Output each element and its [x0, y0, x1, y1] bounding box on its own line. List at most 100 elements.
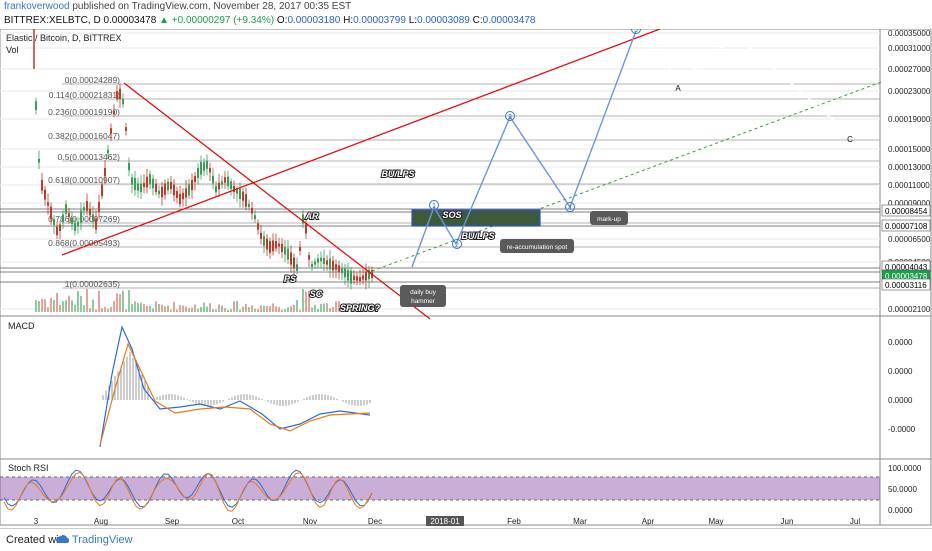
candle-body [269, 241, 271, 253]
chart-legend-vol: Vol [6, 45, 19, 55]
y-tick-8: 0.00009000 [888, 199, 931, 208]
candle-body [80, 210, 82, 223]
candle-body [62, 214, 64, 223]
x-tick-8: Mar [573, 517, 587, 526]
volume-bar [275, 306, 277, 312]
volume-bar [59, 304, 61, 312]
price-tag-bg-0 [881, 204, 931, 217]
volume-bar [326, 303, 328, 312]
volume-bar [332, 306, 334, 312]
low-label: L: [408, 15, 418, 26]
macd-label: MACD [8, 321, 35, 331]
x-tick-0: 3 [34, 517, 39, 526]
y-tick-0: 0.00035000 [888, 29, 931, 38]
stoch-band [0, 477, 880, 500]
annotation-2: SOS [442, 210, 461, 220]
macd-tick-0: 0.0000 [888, 338, 913, 347]
tradingview-brand[interactable]: TradingView [72, 534, 133, 546]
author-link[interactable]: frankoverwood [4, 1, 70, 12]
low-value: 0.00003089 [417, 15, 470, 26]
volume-bar [287, 307, 289, 312]
price-tag-2: 0.00004043 [885, 263, 928, 272]
candle-body [221, 181, 223, 185]
volume-bar [191, 307, 193, 312]
candle-body [365, 271, 367, 281]
volume-bar [77, 291, 79, 312]
volume-bar [317, 309, 319, 312]
created-with-label: Created with [6, 534, 68, 546]
price-tag-4: 0.00003116 [885, 281, 927, 290]
candle-body [68, 213, 70, 217]
open-value: 0.00003180 [287, 15, 341, 26]
candle-body [293, 257, 295, 269]
open-label: O: [276, 15, 288, 26]
candle-body [35, 101, 37, 110]
volume-bar [224, 308, 226, 312]
chart-frame [0, 29, 932, 526]
candle-body [236, 189, 238, 194]
callout-bg-2 [590, 211, 628, 225]
candle-body [188, 184, 190, 196]
candle-body [95, 218, 97, 230]
candle-body [134, 177, 136, 191]
wave-marker-4 [631, 29, 641, 34]
volume-bar [170, 309, 172, 312]
volume-bar [104, 306, 106, 312]
candle-body [101, 184, 103, 196]
candle-body [116, 90, 118, 99]
x-tick-bg [426, 516, 464, 526]
wave-label-2: 3 [508, 114, 512, 121]
volume-bar [65, 300, 67, 312]
volume-bar [353, 307, 355, 312]
volume-bar [365, 306, 367, 312]
candle-body [338, 265, 340, 272]
y-tick-9: 0.00006500 [888, 235, 931, 244]
volume-bar [182, 305, 184, 312]
volume-bar [314, 304, 316, 312]
volume-bar [362, 305, 364, 312]
callout-bg-0 [400, 285, 446, 307]
volume-bar [56, 292, 58, 312]
fib-label-4: 0.5(0.00013462) [58, 152, 121, 162]
price-tag-0: 0.00008454 [885, 207, 928, 216]
change-up-icon: ▲ [159, 15, 169, 26]
candle-body [335, 264, 337, 270]
candle-body [311, 263, 313, 267]
stoch-tick-0: 100.0000 [888, 464, 922, 473]
volume-bar [278, 307, 280, 312]
volume-bar [311, 307, 313, 312]
callout-0-b: hammer [411, 298, 436, 305]
candle-body [308, 255, 310, 260]
volume-bar [68, 295, 70, 312]
volume-bar [284, 309, 286, 312]
volume-bar [341, 304, 343, 312]
candle-body [197, 167, 199, 179]
candle-body [44, 189, 46, 200]
wave-marker-0 [429, 200, 439, 210]
callout-2: mark-up [597, 216, 621, 223]
volume-bar [236, 301, 238, 312]
volume-bar [308, 290, 310, 312]
volume-bar [194, 304, 196, 312]
fib-label-0: 0(0.00024289) [65, 75, 120, 85]
volume-bar [200, 306, 202, 312]
volume-bar [149, 305, 151, 312]
candle-body [98, 202, 100, 213]
candle-body [50, 206, 52, 220]
candle-body [281, 244, 283, 252]
projection-blue [411, 30, 637, 268]
candle-body [326, 260, 328, 265]
wave-marker-3 [565, 202, 575, 212]
chart-canvas[interactable]: 0(0.00024289) 0.114(0.00021831) 0.236(0.00… [0, 29, 932, 528]
volume-bar [206, 306, 208, 312]
wave-label-0: 1 [432, 203, 436, 210]
volume-bar [248, 307, 250, 312]
candle-body [362, 275, 364, 280]
candle-body [287, 248, 289, 260]
candle-body [314, 261, 316, 265]
candle-body [191, 179, 193, 191]
fib-label-7: 0.868(0.00005493) [48, 238, 120, 248]
volume-bar [254, 308, 256, 312]
volume-bar [329, 307, 331, 312]
y-tick-6: 0.00013000 [888, 163, 931, 172]
